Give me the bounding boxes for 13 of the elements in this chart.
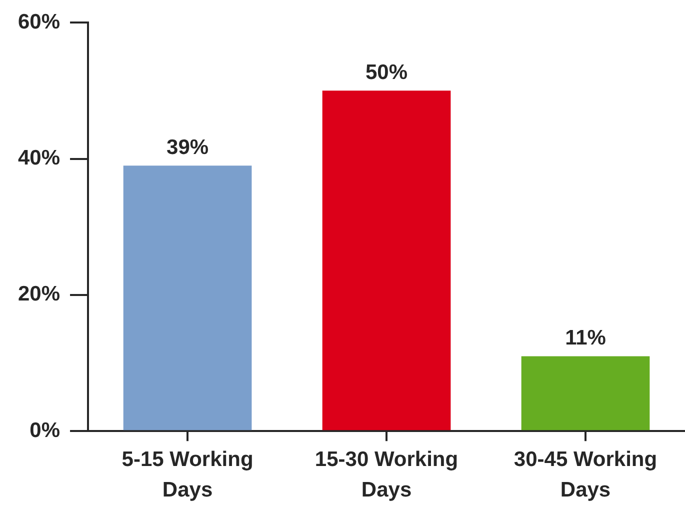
bar [322, 90, 451, 430]
y-tick-label: 20% [18, 282, 60, 306]
y-tick-label: 60% [18, 10, 60, 34]
x-tick-label: 15-30 Working Days [314, 448, 458, 502]
y-tick-label: 40% [18, 146, 60, 170]
data-label: 11% [565, 326, 606, 350]
data-label: 50% [366, 60, 408, 84]
x-tick-label: 30-45 Working Days [514, 448, 658, 502]
bar [521, 356, 650, 430]
data-label: 39% [166, 136, 209, 159]
y-tick-label: 0% [30, 418, 60, 442]
x-tick-label: 5-15 Working Days [122, 448, 254, 502]
bar [123, 166, 252, 430]
